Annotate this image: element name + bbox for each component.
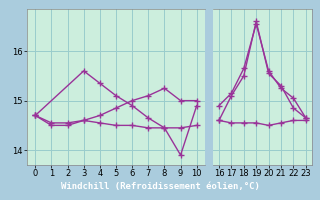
Text: Windchill (Refroidissement éolien,°C): Windchill (Refroidissement éolien,°C) [60,182,260,191]
